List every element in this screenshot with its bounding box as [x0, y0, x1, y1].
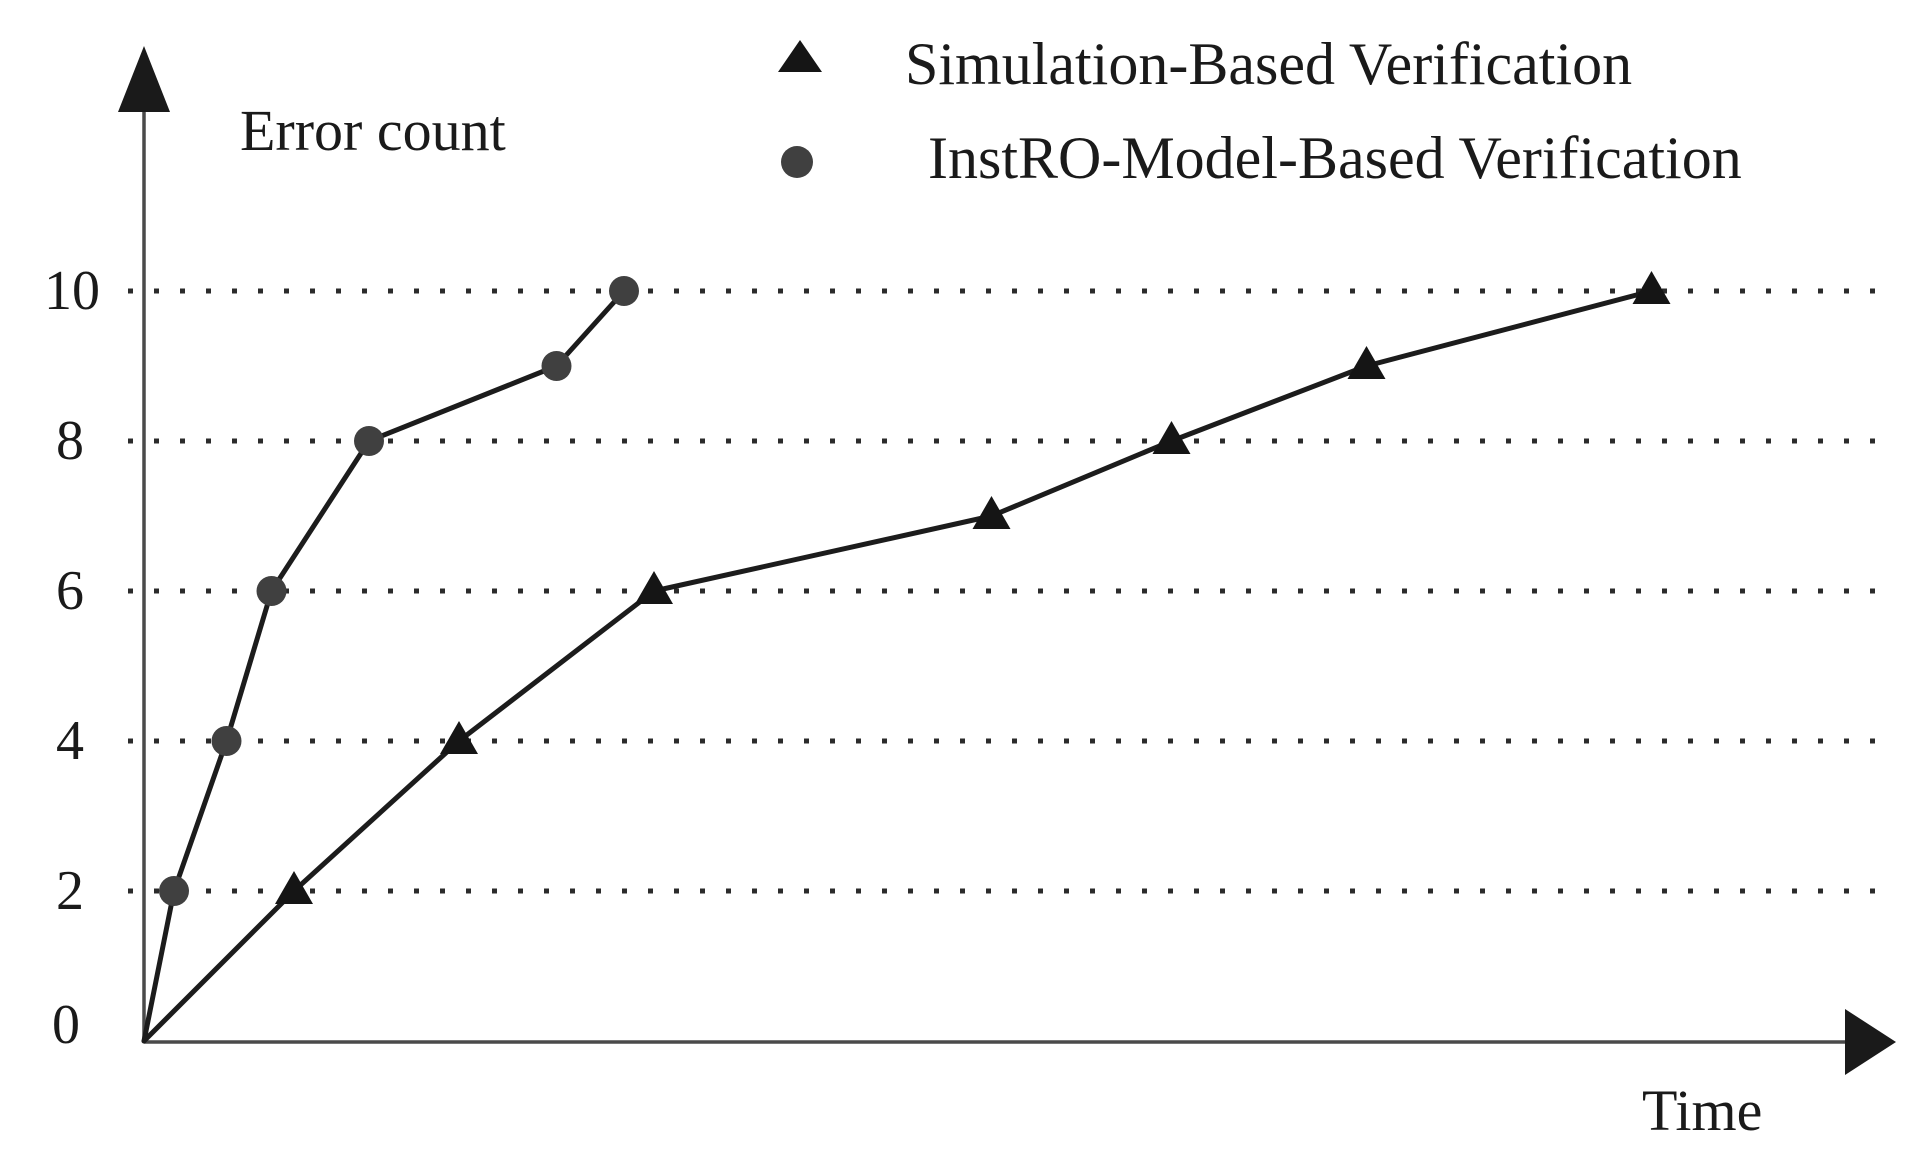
legend-item-simulation: Simulation-Based Verification	[778, 31, 1632, 97]
y-tick-label-10: 10	[44, 260, 100, 322]
data-point-triangle-icon	[275, 871, 313, 904]
data-point-circle-icon	[541, 351, 572, 381]
y-tick-label-8: 8	[56, 410, 84, 472]
data-point-circle-icon	[256, 576, 287, 606]
series-line-circle	[141, 288, 627, 1044]
legend-label-simulation: Simulation-Based Verification	[905, 31, 1632, 97]
data-point-circle-icon	[354, 426, 384, 456]
y-axis-arrowhead-icon	[118, 46, 170, 112]
data-point-triangle-icon	[972, 496, 1011, 529]
data-point-triangle-icon	[440, 721, 478, 754]
legend-item-instro: InstRO-Model-Based Verification	[781, 125, 1742, 191]
data-point-triangle-icon	[1632, 271, 1671, 304]
data-point-circle-icon	[211, 726, 242, 756]
y-tick-label-6: 6	[56, 560, 84, 622]
y-tick-label-0: 0	[52, 994, 80, 1056]
legend: Simulation-Based Verification InstRO-Mod…	[778, 31, 1742, 191]
legend-circle-marker-icon	[781, 146, 813, 178]
data-point-triangle-icon	[1152, 421, 1191, 454]
data-point-circle-icon	[159, 876, 189, 906]
y-tick-label-2: 2	[56, 860, 84, 922]
y-axis-title: Error count	[240, 98, 506, 163]
series-layer	[141, 271, 1671, 1044]
data-point-triangle-icon	[635, 571, 673, 604]
data-point-circle-icon	[609, 276, 639, 306]
series-line-triangle	[141, 288, 1654, 1044]
y-tick-label-4: 4	[56, 710, 84, 772]
x-axis-title: Time	[1642, 1078, 1762, 1143]
legend-label-instro: InstRO-Model-Based Verification	[928, 125, 1742, 191]
legend-triangle-marker-icon	[778, 40, 822, 72]
data-point-triangle-icon	[1347, 346, 1386, 379]
x-axis-arrowhead-icon	[1845, 1009, 1896, 1075]
